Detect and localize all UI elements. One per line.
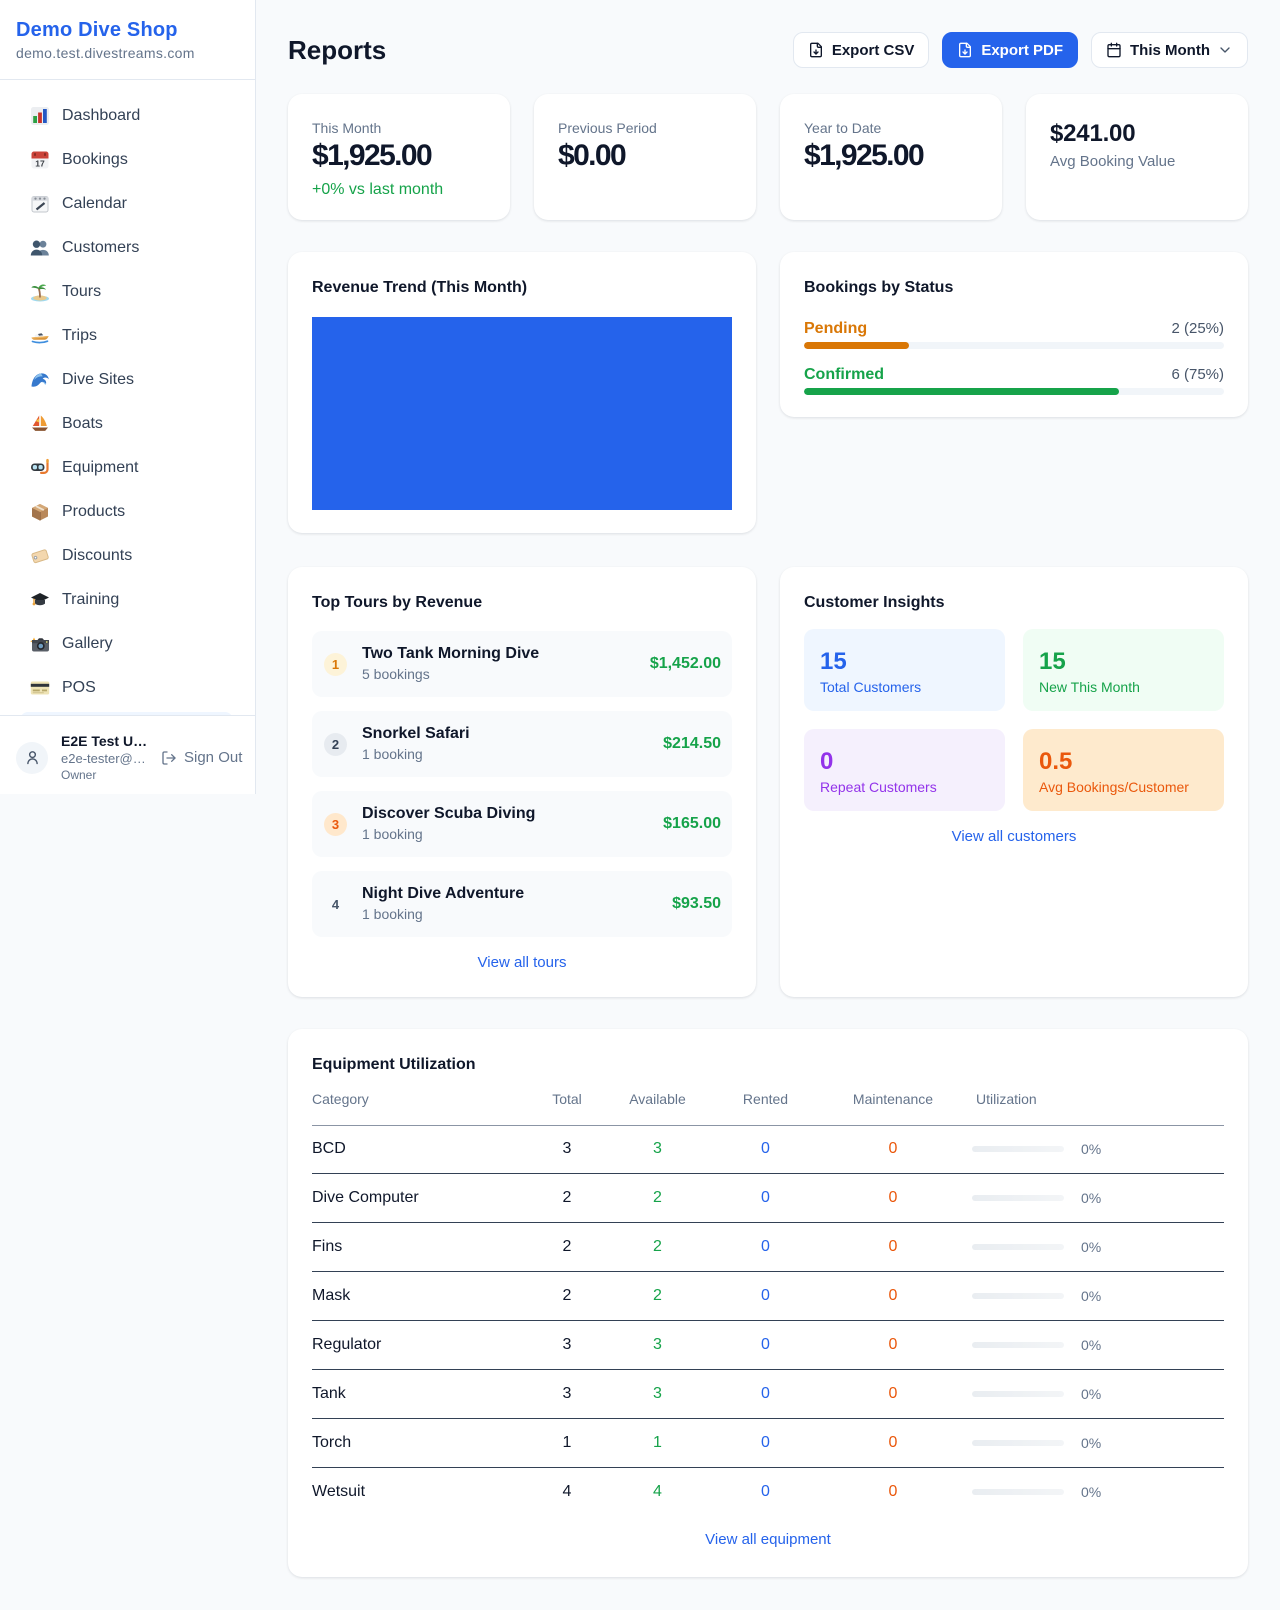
svg-text:17: 17	[35, 159, 45, 169]
